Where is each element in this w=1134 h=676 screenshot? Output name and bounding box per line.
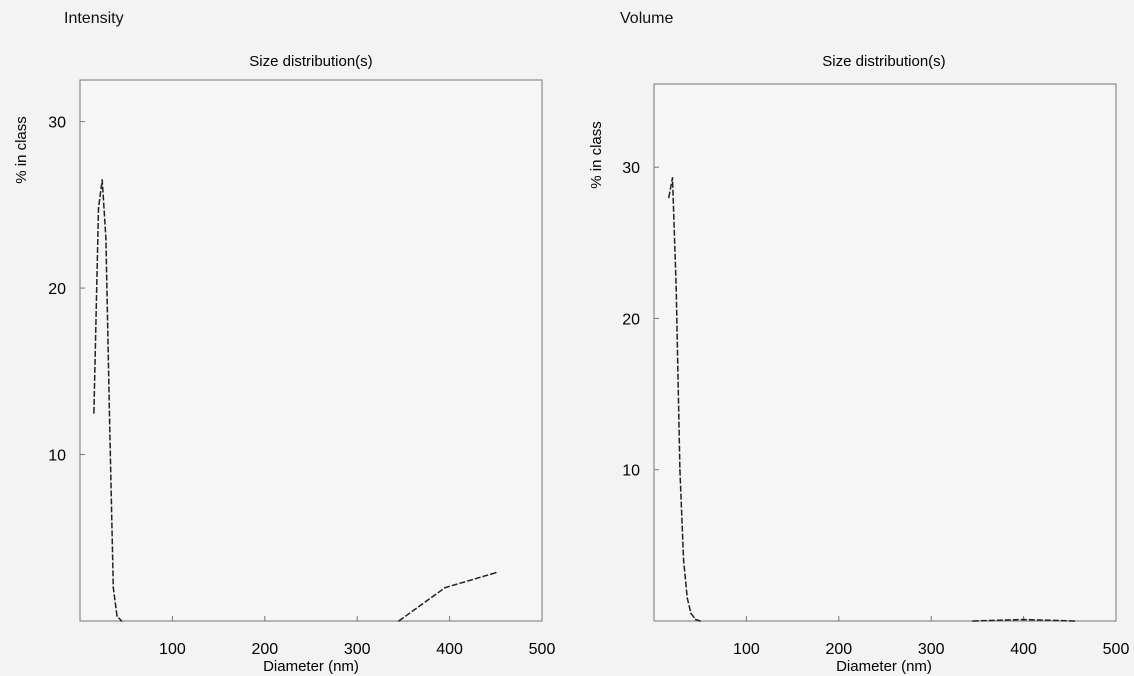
distribution-line — [93, 179, 123, 622]
data-point — [694, 618, 697, 621]
x-tick-label: 400 — [436, 641, 463, 658]
chart-title: Size distribution(s) — [249, 53, 372, 70]
y-tick-label: 30 — [48, 115, 66, 132]
data-point — [101, 179, 103, 181]
data-point — [93, 412, 95, 414]
chart-title: Size distribution(s) — [822, 53, 945, 70]
x-tick-label: 400 — [1010, 641, 1037, 658]
x-tick-label: 300 — [918, 641, 945, 658]
y-tick-label: 20 — [48, 281, 66, 298]
series-lines — [667, 176, 1076, 622]
intensity-panel-label: Intensity — [64, 10, 124, 27]
plot-area — [653, 83, 1117, 622]
x-tick-label: 200 — [825, 641, 852, 658]
data-point — [679, 468, 681, 471]
data-point — [397, 620, 400, 622]
x-ticks: 100 200 300 400 500 — [159, 616, 555, 658]
x-tick-label: 300 — [344, 641, 371, 658]
data-point — [1073, 620, 1076, 622]
x-tick-label: 500 — [1103, 641, 1130, 658]
data-point — [671, 176, 674, 179]
x-tick-label: 500 — [529, 641, 556, 658]
data-point — [971, 620, 974, 622]
x-tick-label: 100 — [159, 641, 186, 658]
data-point — [116, 615, 118, 617]
data-point — [105, 237, 107, 239]
data-point — [690, 612, 692, 615]
intensity-chart: Size distribution(s) % in class Diameter… — [13, 53, 555, 675]
data-point — [495, 571, 497, 574]
x-axis-label: Diameter (nm) — [263, 658, 359, 675]
x-tick-label: 100 — [733, 641, 760, 658]
y-tick-label: 10 — [48, 448, 66, 465]
data-point — [682, 559, 685, 562]
x-tick-label: 200 — [251, 641, 278, 658]
data-point — [1022, 618, 1025, 621]
y-axis-label: % in class — [588, 121, 605, 189]
y-ticks: 10 20 30 — [622, 160, 659, 480]
data-point — [699, 620, 701, 622]
volume-chart: Size distribution(s) % in class Diameter… — [588, 53, 1129, 675]
data-point — [444, 586, 446, 589]
plot-area — [79, 79, 543, 622]
data-point — [686, 597, 689, 600]
x-ticks: 100 200 300 400 500 — [733, 616, 1129, 658]
y-ticks: 10 20 30 — [48, 115, 85, 465]
y-tick-label: 10 — [622, 463, 640, 480]
series-lines — [93, 179, 497, 622]
data-point — [667, 196, 670, 199]
y-axis-label: % in class — [13, 116, 30, 184]
y-tick-label: 30 — [622, 160, 640, 177]
data-point — [97, 207, 100, 209]
data-point — [675, 287, 677, 290]
x-axis-label: Diameter (nm) — [836, 658, 932, 675]
data-point — [120, 620, 123, 622]
data-point — [108, 420, 111, 423]
y-tick-label: 20 — [622, 311, 640, 328]
volume-panel-label: Volume — [620, 10, 674, 27]
data-point — [112, 586, 115, 589]
